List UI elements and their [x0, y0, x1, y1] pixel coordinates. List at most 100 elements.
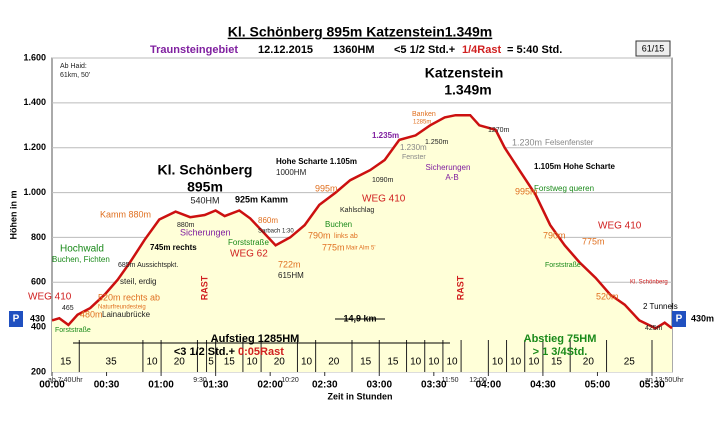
- y-tick-label: 400: [31, 322, 46, 332]
- segment-label: 10: [428, 357, 440, 368]
- annotation: Kahlschlag: [340, 207, 374, 214]
- y-tick-label: 1.600: [23, 52, 46, 62]
- annotation: 1.105m Hohe Scharte: [534, 162, 615, 171]
- annotation: 425m: [645, 325, 663, 332]
- y-tick-label: 1.400: [23, 97, 46, 107]
- x-tick-label: 05:00: [585, 380, 611, 391]
- segment-label: 15: [224, 357, 236, 368]
- x-tick-label: 03:30: [421, 380, 447, 391]
- segment-label: 20: [583, 357, 595, 368]
- annotation: 790m: [543, 230, 566, 240]
- annotation: 775m: [582, 236, 605, 246]
- annotation: Katzenstein: [425, 65, 504, 81]
- segment-label: 35: [106, 357, 118, 368]
- annotation: 1.235m: [372, 131, 399, 140]
- annotation: Abstieg 75HM: [524, 333, 597, 345]
- annotation: Buchen: [325, 220, 352, 229]
- annotation: 540HM: [190, 195, 219, 205]
- y-tick-label: 600: [31, 277, 46, 287]
- segment-label: 10: [528, 357, 540, 368]
- annotation: Fenster: [402, 154, 426, 161]
- annotation: 1270m: [488, 127, 510, 134]
- area: [52, 115, 672, 372]
- annotation: 1090m: [372, 177, 394, 184]
- segment-label: 20: [274, 357, 286, 368]
- annotation: 860m: [258, 216, 278, 225]
- annotation: Felsenfenster: [545, 138, 594, 147]
- annotation: 12:00: [469, 377, 487, 384]
- x-tick-label: 02:30: [312, 380, 338, 391]
- annotation: <3 1/2 Std.+: [174, 346, 235, 358]
- x-tick-label: 04:30: [530, 380, 556, 391]
- segment-label: 15: [551, 357, 563, 368]
- badge: 61/15: [642, 43, 665, 53]
- annotation: ab 7:40Uhr: [48, 377, 83, 384]
- annotation: Sicherungen: [180, 227, 231, 237]
- segment-label: 10: [246, 357, 258, 368]
- annotation: 480m: [80, 309, 103, 319]
- segment-label: 10: [510, 357, 522, 368]
- segment-label: 10: [492, 357, 504, 368]
- annotation: 61km, 50': [60, 72, 90, 79]
- segment-label: 20: [174, 357, 186, 368]
- annotation: 1.230m: [400, 143, 427, 152]
- annotation: Banken: [412, 111, 436, 118]
- annotation: 995m: [515, 186, 538, 196]
- annotation: Hochwald: [60, 244, 104, 255]
- annotation: Ab Haid:: [60, 63, 87, 70]
- annotation: 722m: [278, 259, 301, 269]
- subtitle-part: = 5:40 Std.: [507, 44, 562, 56]
- annotation: WEG 62: [230, 249, 268, 260]
- segment-label: 15: [360, 357, 372, 368]
- y-tick-label: 800: [31, 232, 46, 242]
- x-tick-label: 00:30: [94, 380, 120, 391]
- annotation: 9:30: [193, 377, 207, 384]
- segment-label: 25: [624, 357, 636, 368]
- x-tick-label: 03:00: [366, 380, 392, 391]
- annotation: Naturfreundesteig: [98, 305, 146, 311]
- annotation: P: [676, 314, 683, 325]
- y-axis-label: Höhen in m: [8, 191, 18, 240]
- segment-label: 10: [146, 357, 158, 368]
- annotation: 430: [30, 313, 45, 323]
- annotation: Forstweg queren: [534, 184, 594, 193]
- annotation: 1.230m: [512, 137, 542, 147]
- segment-label: 5: [208, 357, 214, 368]
- annotation: 1.349m: [444, 82, 491, 98]
- annotation: Mair Alm 5': [346, 246, 375, 252]
- annotation: 895m: [187, 179, 223, 195]
- annotation: 995m: [315, 183, 338, 193]
- subtitle-part: Traunsteingebiet: [150, 44, 238, 56]
- segment-label: 20: [328, 357, 340, 368]
- annotation: 685m Aussichtspkt.: [118, 262, 178, 269]
- annotation: 0:05Rast: [238, 346, 284, 358]
- annotation: 775m: [322, 242, 345, 252]
- x-tick-label: 04:00: [476, 380, 502, 391]
- annotation: 465: [62, 305, 74, 312]
- subtitle-part: 1/4Rast: [462, 44, 501, 56]
- x-tick-label: 01:30: [203, 380, 229, 391]
- annotation: 14,9 km: [343, 313, 376, 323]
- annotation: 10:20: [281, 377, 299, 384]
- profile-line: [51, 113, 673, 330]
- annotation: 2 Tunnels: [643, 302, 678, 311]
- segment-label: 10: [446, 357, 458, 368]
- badge-box: [635, 40, 671, 57]
- y-tick-label: 1.200: [23, 142, 46, 152]
- annotation: Forststraße: [55, 327, 91, 334]
- subtitle-part: <5 1/2 Std.+: [394, 44, 455, 56]
- chart-title: Kl. Schönberg 895m Katzenstein1.349m: [228, 24, 493, 40]
- annotation: Kamm 880m: [100, 209, 151, 219]
- y-tick-label: 200: [31, 366, 46, 376]
- y-tick-label: 1.000: [23, 187, 46, 197]
- annotation: 430m: [691, 313, 714, 323]
- annotation: links ab: [334, 233, 358, 240]
- annotation: 925m Kamm: [235, 194, 288, 204]
- annotation: 880m: [177, 222, 195, 229]
- x-axis-label: Zeit in Stunden: [328, 391, 393, 401]
- annotation: > 1 3/4Std.: [533, 346, 588, 358]
- annotation: 615HM: [278, 271, 304, 280]
- annotation: 1.250m: [425, 139, 449, 146]
- annotation: steil, erdig: [120, 277, 156, 286]
- annotation: Forststraße: [545, 262, 581, 269]
